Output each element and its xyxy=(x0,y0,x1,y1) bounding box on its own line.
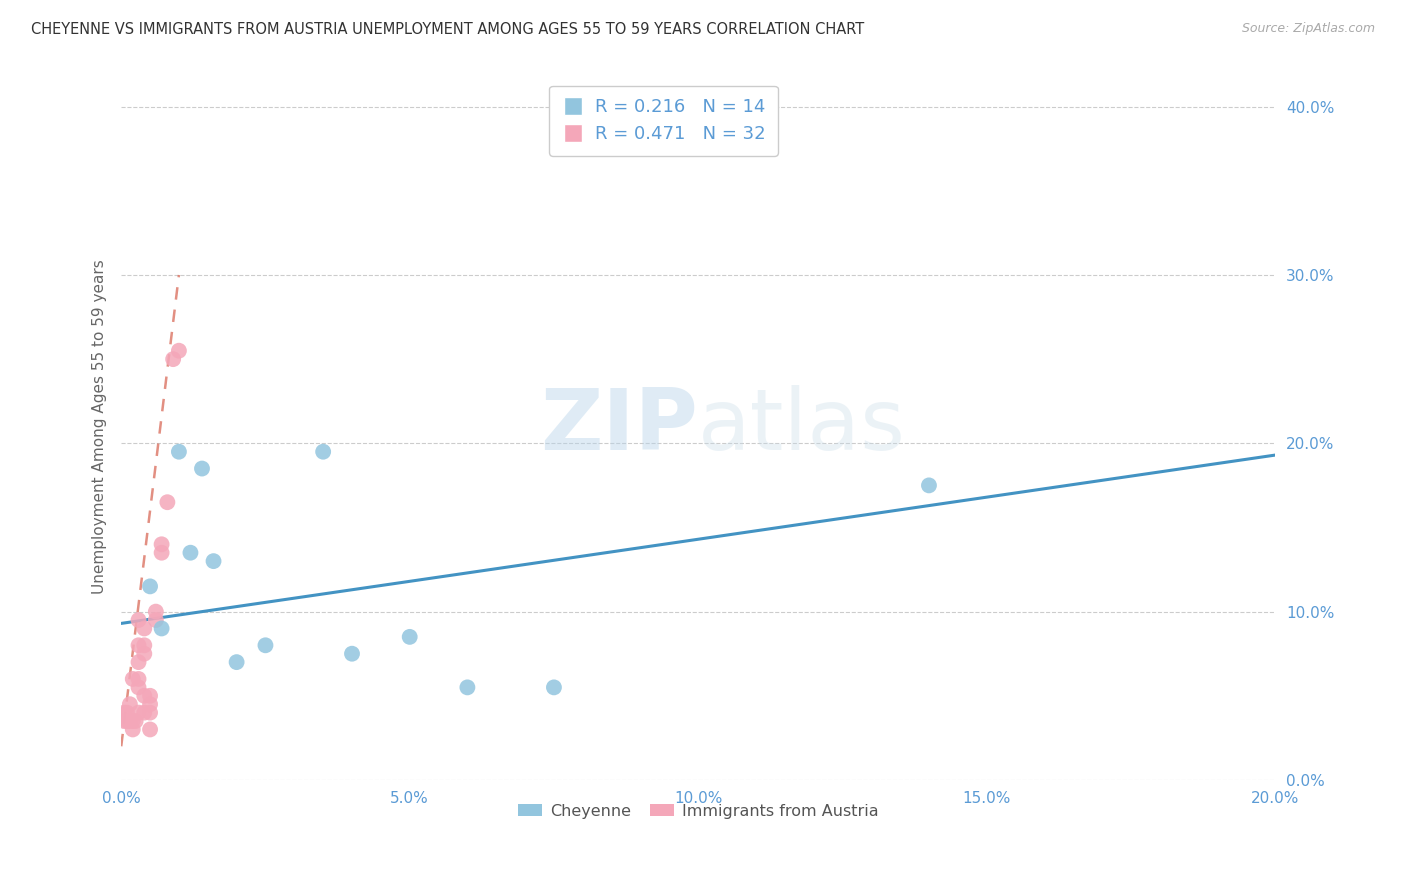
Point xyxy=(918,478,941,492)
Point xyxy=(139,579,162,593)
Point xyxy=(128,706,150,720)
Point xyxy=(162,352,184,367)
Point xyxy=(134,647,156,661)
Point xyxy=(121,723,143,737)
Point xyxy=(139,723,162,737)
Point xyxy=(225,655,247,669)
Point xyxy=(156,495,179,509)
Point xyxy=(167,444,190,458)
Point xyxy=(134,638,156,652)
Point xyxy=(112,706,135,720)
Point xyxy=(112,714,135,728)
Point xyxy=(191,461,214,475)
Point xyxy=(128,672,150,686)
Text: atlas: atlas xyxy=(699,385,907,468)
Point xyxy=(145,605,167,619)
Point xyxy=(128,638,150,652)
Y-axis label: Unemployment Among Ages 55 to 59 years: Unemployment Among Ages 55 to 59 years xyxy=(93,259,107,594)
Point xyxy=(121,714,143,728)
Point xyxy=(456,681,478,695)
Point xyxy=(128,681,150,695)
Point xyxy=(118,697,141,711)
Point xyxy=(139,706,162,720)
Point xyxy=(128,613,150,627)
Point xyxy=(128,655,150,669)
Point xyxy=(145,613,167,627)
Point xyxy=(312,444,335,458)
Text: Source: ZipAtlas.com: Source: ZipAtlas.com xyxy=(1241,22,1375,36)
Legend: Cheyenne, Immigrants from Austria: Cheyenne, Immigrants from Austria xyxy=(512,797,884,825)
Point xyxy=(179,546,201,560)
Point xyxy=(121,672,143,686)
Point xyxy=(167,343,190,358)
Point xyxy=(254,638,277,652)
Point xyxy=(118,714,141,728)
Point xyxy=(139,689,162,703)
Point xyxy=(134,689,156,703)
Point xyxy=(124,714,146,728)
Point xyxy=(202,554,225,568)
Point xyxy=(134,622,156,636)
Point xyxy=(150,537,173,551)
Point xyxy=(115,706,138,720)
Point xyxy=(398,630,420,644)
Point xyxy=(150,622,173,636)
Point xyxy=(134,706,156,720)
Point xyxy=(115,714,138,728)
Point xyxy=(150,546,173,560)
Text: CHEYENNE VS IMMIGRANTS FROM AUSTRIA UNEMPLOYMENT AMONG AGES 55 TO 59 YEARS CORRE: CHEYENNE VS IMMIGRANTS FROM AUSTRIA UNEM… xyxy=(31,22,865,37)
Point xyxy=(139,697,162,711)
Text: ZIP: ZIP xyxy=(540,385,699,468)
Point xyxy=(543,681,565,695)
Point xyxy=(340,647,363,661)
